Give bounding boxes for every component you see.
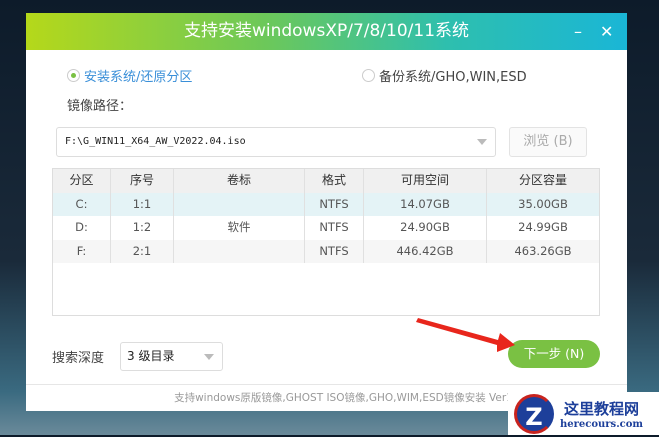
dropdown-arrow-icon[interactable]: [477, 139, 487, 145]
col-header: 可用空间: [364, 169, 487, 193]
watermark-logo: Z: [514, 393, 554, 434]
cell: 软件: [174, 216, 305, 240]
col-header: 分区: [53, 169, 111, 193]
image-path-value: F:\G_WIN11_X64_AW_V2022.04.iso: [65, 136, 246, 147]
radio-install-label: 安装系统/还原分区: [84, 70, 193, 85]
cell: D:: [53, 216, 111, 240]
search-depth-value: 3 级目录: [127, 349, 175, 363]
search-depth-select[interactable]: 3 级目录: [120, 342, 223, 371]
watermark-title: 这里教程网: [564, 399, 640, 418]
cell: 24.90GB: [364, 216, 487, 240]
radio-checked-icon: [67, 69, 80, 82]
cell: 24.99GB: [518, 220, 568, 234]
partition-table: 分区 序号 卷标 格式 可用空间 分区容量 C: 1:1 NTFS 14.07G…: [52, 168, 600, 316]
cell: F:: [53, 239, 111, 263]
watermark-url: herecours.com: [560, 418, 644, 430]
installer-window: 支持安装windowsXP/7/8/10/11系统 – ✕ 安装系统/还原分区 …: [26, 13, 627, 411]
cell: 1:1: [111, 192, 174, 216]
col-header: 分区容量: [518, 173, 567, 187]
title-bar: 支持安装windowsXP/7/8/10/11系统 – ✕: [26, 13, 627, 50]
arrow-icon: [416, 318, 515, 352]
cell: 35.00GB: [518, 196, 568, 211]
table-header: 分区 序号 卷标 格式 可用空间 分区容量: [53, 169, 599, 193]
table-row[interactable]: D: 1:2 软件 NTFS 24.90GB 24.99GB: [53, 216, 599, 240]
col-header: 格式: [305, 169, 364, 193]
table-row[interactable]: C: 1:1 NTFS 14.07GB 35.00GB: [53, 192, 599, 216]
radio-backup-label: 备份系统/GHO,WIN,ESD: [379, 70, 527, 85]
cell: 463.26GB: [514, 243, 572, 258]
col-header: 序号: [111, 169, 174, 193]
minimize-button[interactable]: –: [574, 22, 582, 41]
close-button[interactable]: ✕: [600, 22, 614, 41]
search-depth-label: 搜索深度: [52, 351, 105, 366]
image-path-label: 镜像路径：: [67, 99, 133, 114]
cell: NTFS: [305, 239, 364, 263]
cell: [174, 239, 305, 263]
cell: NTFS: [305, 192, 364, 216]
image-path-combo[interactable]: F:\G_WIN11_X64_AW_V2022.04.iso: [56, 127, 496, 157]
cell: 446.42GB: [364, 239, 487, 263]
radio-backup[interactable]: 备份系统/GHO,WIN,ESD: [362, 66, 527, 85]
next-button[interactable]: 下一步 (N): [508, 340, 600, 368]
cell: NTFS: [305, 216, 364, 240]
cell: C:: [53, 192, 111, 216]
cell: 2:1: [111, 239, 174, 263]
window-title: 支持安装windowsXP/7/8/10/11系统: [183, 21, 470, 41]
table-row[interactable]: F: 2:1 NTFS 446.42GB 463.26GB: [53, 239, 599, 263]
browse-button[interactable]: 浏览 (B): [509, 127, 587, 157]
radio-install[interactable]: 安装系统/还原分区: [67, 66, 192, 85]
watermark: Z 这里教程网 herecours.com: [508, 392, 659, 435]
dropdown-arrow-icon: [204, 354, 214, 360]
cell: 1:2: [111, 216, 174, 240]
footer-text: 支持windows原版镜像,GHOST ISO镜像,GHO,WIM,ESD镜像安…: [26, 384, 627, 411]
cell: 14.07GB: [364, 192, 487, 216]
col-header: 卷标: [174, 169, 305, 193]
cell: [174, 192, 305, 216]
radio-unchecked-icon: [362, 69, 375, 82]
